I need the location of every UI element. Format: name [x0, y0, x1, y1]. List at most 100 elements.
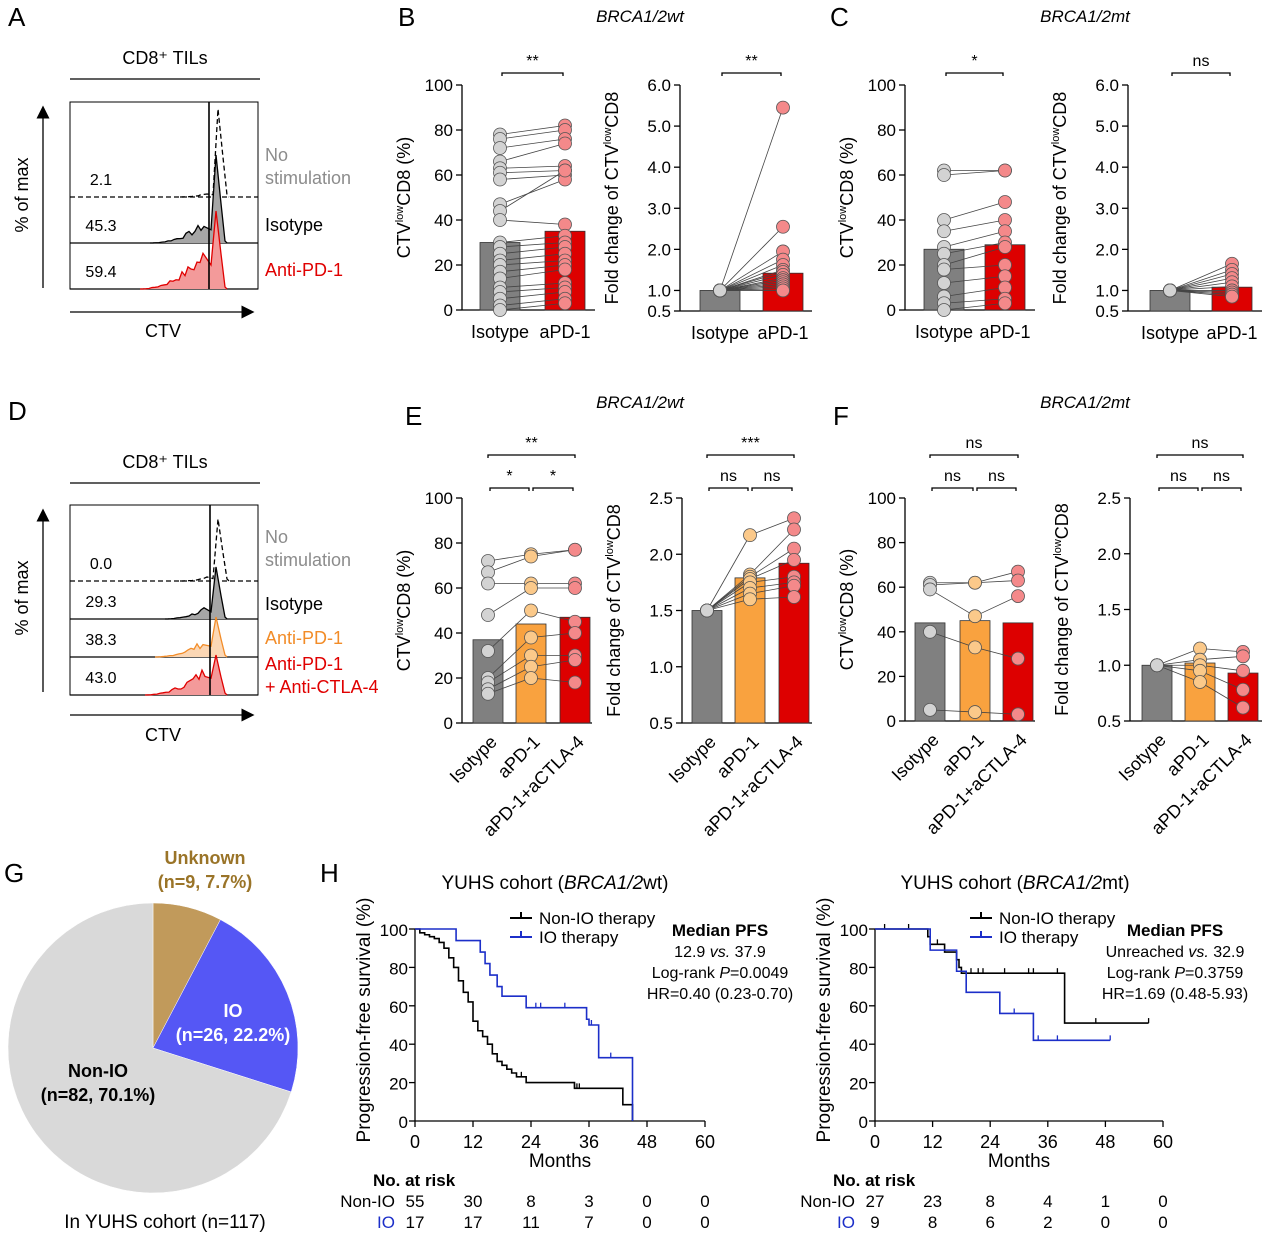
y-tick-label: 1.0: [647, 281, 671, 300]
legend-symbol: [970, 931, 992, 938]
legend-label: Non-IO therapy: [539, 909, 656, 928]
text-segment: BRCA1/2: [1040, 7, 1111, 26]
paired-line: [1156, 648, 1201, 666]
data-point: [1011, 707, 1025, 722]
data-point: [524, 630, 538, 645]
data-point: [1150, 658, 1164, 673]
data-point: [1236, 649, 1250, 664]
data-point: [481, 686, 495, 701]
flow-title: CD8⁺ TILs: [122, 48, 207, 68]
text-segment: HR=0.40 (0.23-0.70): [647, 986, 793, 1003]
x-tick-label: 60: [695, 1132, 715, 1152]
paired-line: [499, 260, 566, 266]
data-point: [493, 213, 507, 227]
text-segment: 12.9: [674, 944, 710, 961]
y-tick-label: 80: [849, 959, 868, 978]
y-tick-label: 2.0: [1097, 545, 1121, 564]
panel-letter-a: A: [8, 2, 26, 32]
paired-line: [487, 637, 532, 679]
y-tick-label: 40: [849, 1036, 868, 1055]
paired-line: [499, 170, 566, 174]
paired-line: [719, 259, 784, 291]
data-point: [923, 582, 937, 597]
paired-line: [499, 302, 566, 311]
text-segment: 32.9: [1209, 944, 1245, 961]
paired-line: [1169, 285, 1233, 291]
risk-count: 3: [584, 1192, 593, 1211]
x-category-label: Isotype: [915, 322, 973, 342]
y-tick-label: 2.5: [1097, 489, 1121, 508]
label-part: CD8: [602, 92, 622, 128]
data-point: [493, 141, 507, 155]
histogram-frame: [69, 101, 259, 290]
significance-bracket: [721, 72, 782, 76]
paired-line: [1169, 277, 1233, 291]
paired-line: [974, 595, 1019, 617]
text-segment: mt: [1111, 393, 1131, 412]
paired-line: [487, 556, 532, 573]
text-segment: YUHS cohort (: [900, 873, 1023, 894]
paired-line: [499, 170, 566, 212]
y-tick-label: 20: [434, 669, 453, 688]
text-segment: Log-rank: [1107, 965, 1175, 982]
paired-line: [499, 246, 566, 255]
data-point: [1011, 651, 1025, 666]
y-tick-label: 100: [380, 921, 408, 940]
paired-line: [706, 593, 751, 611]
data-point: [524, 549, 538, 564]
label-superscript: low: [837, 618, 849, 635]
x-category-label: aPD-1: [979, 322, 1030, 342]
data-point: [787, 522, 801, 537]
paired-line: [749, 576, 795, 583]
pie-caption: In YUHS cohort (n=117): [64, 1212, 266, 1233]
histogram-no-stimulation-line: [179, 108, 230, 198]
significance-bracket: [1158, 487, 1199, 491]
paired-line: [719, 264, 784, 291]
significance-bracket: [931, 487, 974, 491]
paired-line: [487, 587, 532, 616]
legend-symbol: [510, 912, 532, 919]
data-point: [776, 100, 790, 115]
paired-line: [530, 632, 576, 638]
data-point: [1011, 573, 1025, 588]
significance-label: ns: [944, 468, 961, 485]
text-segment: BRCA1/2: [1023, 873, 1103, 894]
y-tick-label: 1.0: [1095, 281, 1119, 300]
text-segment: P: [719, 965, 730, 982]
risk-count: 0: [642, 1213, 651, 1232]
stats-heading: Median PFS: [1127, 921, 1223, 940]
paired-line: [749, 517, 795, 536]
risk-count: 11: [522, 1213, 540, 1232]
significance-label: ns: [1192, 435, 1209, 452]
y-axis-label: Progression-free survival (%): [354, 898, 375, 1143]
population-label: Isotype: [265, 215, 323, 235]
x-tick-label: 60: [1153, 1132, 1173, 1152]
y-tick-label: 2.5: [649, 489, 673, 508]
x-tick-label: 12: [923, 1132, 943, 1152]
paired-line: [943, 298, 1006, 304]
text-segment: BRCA1/2: [1040, 393, 1111, 412]
histogram-isotype-line: [149, 154, 228, 244]
paired-line: [1169, 263, 1233, 291]
label-part: Fold change of CTV: [1052, 556, 1072, 716]
data-point: [743, 592, 757, 607]
x-tick-label: 36: [1038, 1132, 1058, 1152]
y-tick-label: 5.0: [1095, 117, 1119, 136]
data-point: [558, 296, 572, 311]
y-tick-label: 100: [840, 921, 868, 940]
y-tick-label: 0.5: [1095, 302, 1119, 321]
paired-line: [943, 230, 1006, 248]
risk-count: 8: [526, 1192, 535, 1211]
panel-letter-h: H: [320, 858, 339, 888]
paired-line: [719, 251, 784, 291]
bar-apd1: [959, 620, 991, 722]
stats-line: HR=0.40 (0.23-0.70): [647, 986, 793, 1003]
y-tick-label: 6.0: [647, 76, 671, 95]
data-point: [1236, 700, 1250, 715]
paired-line: [706, 534, 751, 611]
y-tick-label: 1.0: [649, 658, 673, 677]
pie-label-detail: (n=9, 7.7%): [158, 872, 253, 892]
y-tick-label: 0.5: [1097, 712, 1121, 731]
pie-label-detail: (n=82, 70.1%): [41, 1085, 156, 1105]
